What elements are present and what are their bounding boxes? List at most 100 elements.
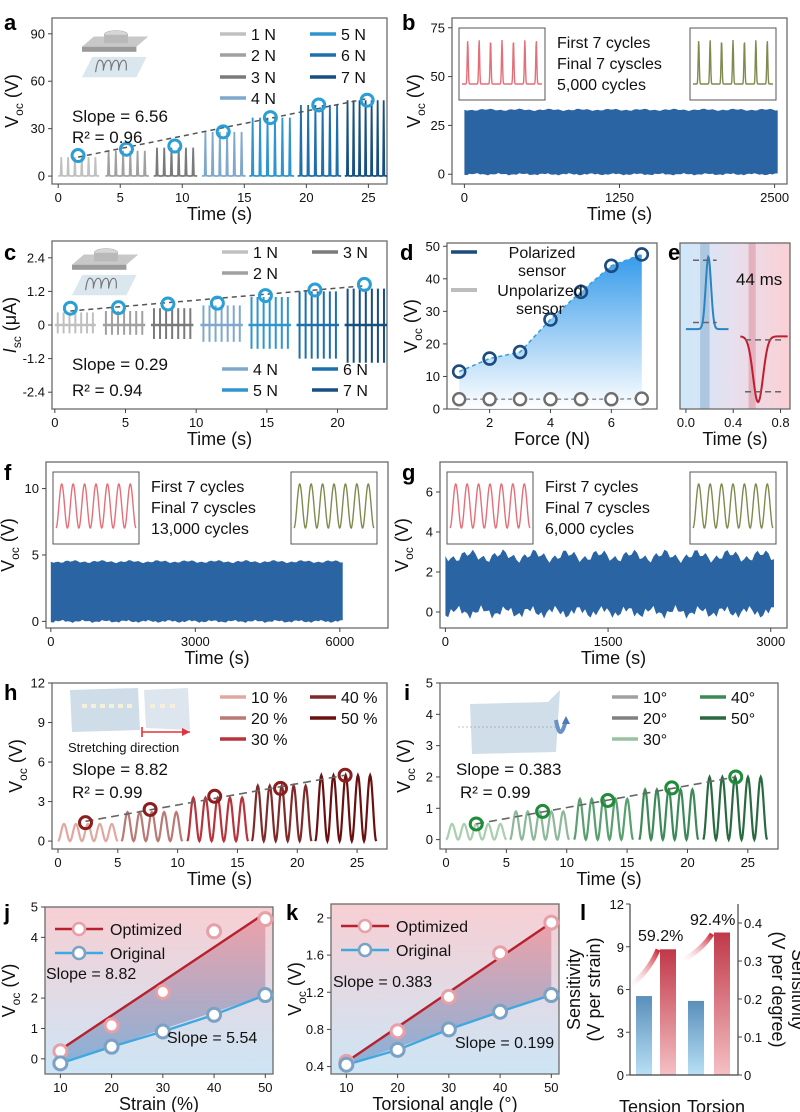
y-tick-label: 0 — [38, 318, 45, 333]
y-tick-label: 0 — [426, 605, 433, 620]
y2-axis-label: Sensitivity(V per degree) — [768, 931, 800, 1047]
legend-label: Optimized — [396, 919, 468, 936]
y-tick-label: 25 — [431, 118, 445, 133]
data-marker — [600, 792, 616, 808]
device-substrate — [82, 56, 147, 78]
y-tick-label: 1 — [31, 1021, 38, 1036]
data-marker — [118, 141, 134, 157]
inset-legend-label: First 7 cycles — [545, 479, 638, 496]
data-marker — [359, 92, 375, 108]
torsion-illustration — [458, 690, 570, 754]
sensor-unit — [109, 704, 114, 708]
category-label: Torsion — [687, 1097, 745, 1112]
y-tick-label: 6 — [38, 755, 45, 770]
y-tick-label: 10 — [25, 481, 39, 496]
polarized-area-fill — [459, 254, 642, 409]
sensor-unit — [170, 704, 175, 708]
y-axis-label-sub: oc — [414, 103, 428, 116]
y2-tick-label: 0 — [744, 1068, 751, 1083]
inset-legend-label: Final 7 cyscles — [151, 500, 256, 517]
optimized-marker — [103, 1017, 120, 1034]
legend-label: 10° — [643, 690, 667, 707]
x-tick-label: 15 — [620, 855, 634, 870]
y-axis-label: Voc (V) — [2, 74, 26, 128]
data-marker — [664, 780, 680, 796]
y-tick-label: 3 — [426, 738, 433, 753]
slope-label: Slope = 5.54 — [167, 1030, 257, 1047]
optimized-marker — [257, 911, 274, 928]
data-marker — [728, 769, 744, 785]
y-tick-label: 0 — [31, 1051, 38, 1066]
y-tick-label: 9 — [38, 715, 45, 730]
panel-l: l 59.2% Tension 92.4% Torsion 0 3 6 9 12 0 0.1 0.2 0.… — [564, 897, 800, 1112]
y-axis-label-main: V — [285, 1004, 305, 1016]
twist-arrow-head — [562, 716, 570, 724]
panel-d: d 2 4 6 0 10 20 30 40 50 Force (N) Voc (V) Polarized… — [400, 239, 658, 449]
panel-h: h 0 5 10 15 20 25 0 3 6 9 12 Time (s) Voc (V) 10 % 20 %… — [4, 676, 388, 889]
y-tick-label: 0 — [38, 834, 45, 849]
original-marker — [206, 1006, 223, 1023]
fit-line — [77, 97, 368, 158]
data-marker — [468, 816, 484, 832]
sensor-unit — [100, 704, 105, 708]
legend-label: 7 N — [343, 383, 368, 400]
legend-label: 40 % — [341, 690, 377, 707]
x-tick-label: 0.4 — [724, 415, 742, 430]
polarized-marker — [604, 258, 619, 274]
inset-legend-label: First 7 cycles — [557, 35, 650, 52]
original-marker — [492, 1003, 509, 1020]
stretching-direction-caption: Stretching direction — [68, 740, 179, 755]
y-axis-label-sub: oc — [12, 103, 26, 116]
y-axis-label-main: I — [0, 348, 20, 353]
x-tick-label: 4 — [547, 415, 554, 430]
unpolarized-marker — [634, 391, 649, 406]
y-tick-label: 0 — [426, 832, 433, 847]
inset-box — [52, 471, 140, 545]
polarized-marker — [512, 344, 528, 360]
panel-c: c 0 5 10 15 20 -2.4 -1.2 0 1.2 2.4 Time (s) Isc (μA)… — [0, 240, 388, 449]
unpolarized-marker — [543, 392, 558, 407]
legend-label: 5 N — [341, 27, 366, 44]
x-tick-label: 0 — [442, 855, 449, 870]
polarized-line — [458, 253, 643, 373]
bar-torsion-optimized — [714, 932, 730, 1075]
panel-label: e — [668, 240, 680, 265]
y-tick-label: 0 — [617, 1068, 624, 1083]
y-axis-label-main: V — [404, 116, 424, 128]
sensor-unit — [150, 704, 155, 708]
y-axis-label-unit: (V) — [0, 518, 18, 547]
amplitude-band — [50, 560, 343, 623]
legend-label: 30° — [643, 732, 667, 749]
y-tick-label: 75 — [431, 20, 445, 35]
legend-label: sensor — [516, 301, 565, 318]
y-tick-label: 3 — [38, 794, 45, 809]
series-4-trace — [249, 117, 295, 177]
y-tick-label: 50 — [431, 69, 445, 84]
r2-annotation: R² = 0.99 — [460, 783, 530, 802]
x-tick-label: 10 — [189, 415, 203, 430]
y-axis-label: Voc (V) — [404, 74, 428, 128]
y-tick-label: 30 — [426, 304, 440, 319]
y-axis-label-sub: oc — [295, 991, 309, 1004]
y-axis-label-unit: (V) — [404, 74, 424, 103]
optimized-marker — [543, 914, 560, 931]
x-axis-label: Force (N) — [514, 429, 590, 449]
device-cylinder-body — [94, 252, 118, 262]
polarized-marker — [451, 364, 467, 379]
x-tick-label: 20 — [290, 855, 304, 870]
y-axis-label: Voc (V) — [0, 964, 23, 1018]
y-axis-label-unit: (V) — [401, 299, 421, 328]
data-marker — [257, 288, 273, 304]
x-axis-label: Torsional angle (°) — [372, 1094, 517, 1112]
y-tick-label: 5 — [426, 676, 433, 691]
x-tick-label: 10 — [339, 1080, 353, 1095]
y-tick-label: 0 — [433, 402, 440, 417]
x-tick-label: 5 — [117, 190, 124, 205]
x-tick-label: 1500 — [594, 634, 623, 649]
plot-frame — [330, 903, 560, 1075]
y-axis-label: Voc (V) — [401, 299, 425, 353]
plot-frame — [51, 682, 388, 850]
sensor-unit — [160, 704, 165, 708]
legend-marker — [357, 918, 373, 934]
unpolarized-marker — [573, 392, 589, 407]
